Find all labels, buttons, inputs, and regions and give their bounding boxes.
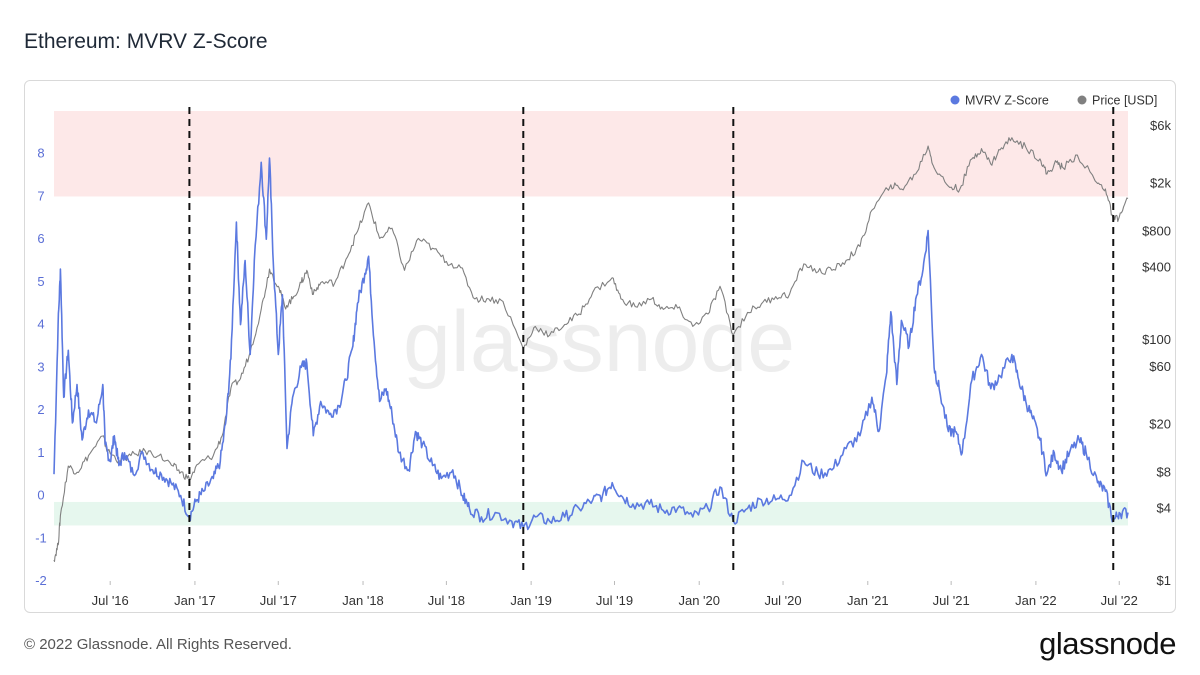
x-tick-label: Jan '21 bbox=[847, 593, 889, 608]
series-layer bbox=[53, 137, 1129, 563]
left-tick-label: 8 bbox=[37, 146, 44, 161]
x-tick-label: Jan '18 bbox=[342, 593, 384, 608]
brand-logo: glassnode bbox=[1039, 626, 1176, 661]
x-tick-label: Jan '17 bbox=[174, 593, 216, 608]
left-axis: -2 -1 0 1 2 3 4 5 6 7 8 bbox=[35, 146, 47, 588]
zone-overvalued bbox=[54, 111, 1128, 197]
left-tick-label: -1 bbox=[35, 530, 47, 545]
x-tick-label: Jan '22 bbox=[1015, 593, 1057, 608]
right-axis: $1 $4 $8 $20 $60 $100 $400 $800 $2k $6k bbox=[1142, 118, 1171, 588]
legend[interactable]: MVRV Z-Score Price [USD] bbox=[950, 94, 1158, 108]
legend-label: MVRV Z-Score bbox=[965, 94, 1049, 108]
left-tick-label: 3 bbox=[37, 359, 44, 374]
left-tick-label: 1 bbox=[37, 445, 44, 460]
right-tick-label: $1 bbox=[1157, 573, 1171, 588]
x-tick-label: Jan '20 bbox=[678, 593, 720, 608]
zone-undervalued bbox=[54, 501, 1128, 526]
x-tick-label: Jul '22 bbox=[1101, 593, 1138, 608]
legend-swatch bbox=[950, 95, 960, 105]
series-mvrv-z-score-line bbox=[53, 157, 1129, 531]
legend-item-price[interactable]: Price [USD] bbox=[1077, 94, 1158, 108]
legend-label: Price [USD] bbox=[1092, 94, 1157, 108]
x-tick-label: Jul '16 bbox=[92, 593, 129, 608]
x-axis: Jul '16 Jan '17 Jul '17 Jan '18 Jul '18 Jan '… bbox=[92, 581, 1138, 608]
right-tick-label: $2k bbox=[1150, 175, 1171, 190]
left-tick-label: -2 bbox=[35, 573, 47, 588]
markers-layer bbox=[188, 107, 1115, 571]
legend-item-mvrv-z-score[interactable]: MVRV Z-Score bbox=[950, 94, 1049, 108]
page-title: Ethereum: MVRV Z-Score bbox=[24, 30, 268, 53]
x-tick-label: Jul '20 bbox=[764, 593, 801, 608]
copyright-footer: © 2022 Glassnode. All Rights Reserved. bbox=[24, 636, 292, 653]
left-tick-label: 5 bbox=[37, 274, 44, 289]
x-tick-label: Jul '21 bbox=[933, 593, 970, 608]
chart-svg: glassnode -2 -1 0 1 2 3 4 5 6 7 8 $1 $4 $8 $20 $60 $100… bbox=[35, 94, 1171, 609]
watermark: glassnode bbox=[403, 294, 795, 390]
right-tick-label: $8 bbox=[1157, 464, 1171, 479]
chart-frame: glassnode -2 -1 0 1 2 3 4 5 6 7 8 $1 $4 $8 $20 $60 $100… bbox=[24, 80, 1176, 613]
right-tick-label: $400 bbox=[1142, 260, 1171, 275]
right-tick-label: $60 bbox=[1149, 359, 1171, 374]
left-tick-label: 6 bbox=[37, 231, 44, 246]
series-price-line bbox=[53, 137, 1129, 563]
left-tick-label: 2 bbox=[37, 402, 44, 417]
legend-swatch bbox=[1077, 95, 1087, 105]
right-tick-label: $6k bbox=[1150, 118, 1171, 133]
x-tick-label: Jan '19 bbox=[510, 593, 552, 608]
x-tick-label: Jul '19 bbox=[596, 593, 633, 608]
right-tick-label: $20 bbox=[1149, 416, 1171, 431]
left-tick-label: 0 bbox=[37, 488, 44, 503]
left-tick-label: 4 bbox=[37, 317, 44, 332]
x-tick-label: Jul '18 bbox=[428, 593, 465, 608]
right-tick-label: $4 bbox=[1157, 501, 1171, 516]
left-tick-label: 7 bbox=[37, 188, 44, 203]
right-tick-label: $800 bbox=[1142, 223, 1171, 238]
x-tick-label: Jul '17 bbox=[260, 593, 297, 608]
right-tick-label: $100 bbox=[1142, 332, 1171, 347]
zones-layer bbox=[54, 111, 1128, 526]
